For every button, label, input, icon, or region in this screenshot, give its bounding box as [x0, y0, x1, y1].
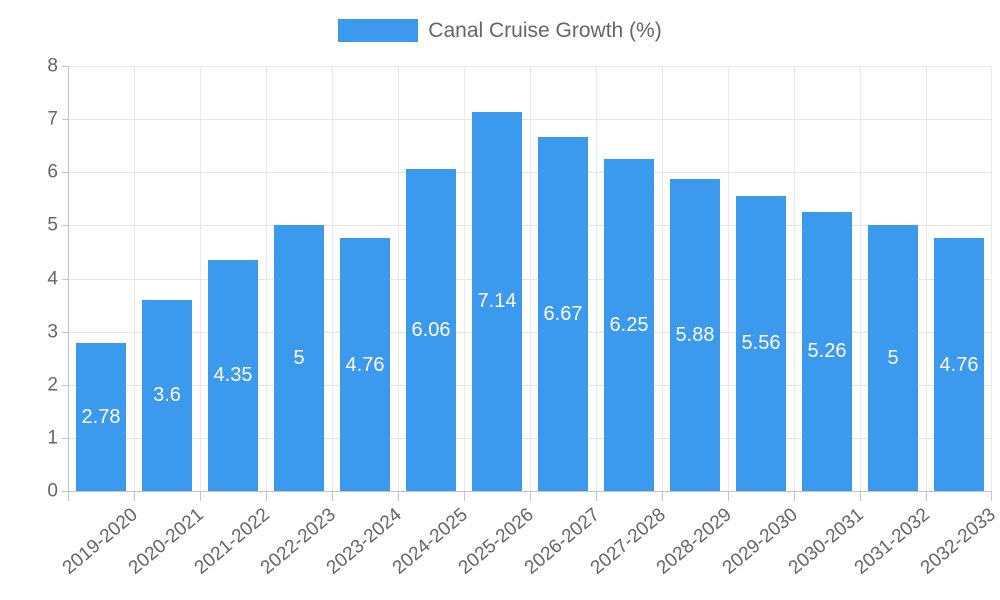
x-gridline [860, 66, 861, 491]
chart-legend: Canal Cruise Growth (%) [0, 12, 1000, 48]
plot-area: 2.78 3.6 4.35 5 4.76 6.06 7.14 6.67 6.25 5.88 5.56… [68, 66, 992, 492]
bar[interactable] [274, 225, 324, 491]
x-axis-tick-mark [332, 492, 333, 501]
y-axis-tick-label: 1 [47, 427, 58, 449]
bar[interactable] [604, 158, 654, 491]
x-gridline [200, 66, 201, 491]
x-axis-tick-mark [68, 492, 69, 501]
x-axis-tick-mark [530, 492, 531, 501]
x-axis-tick-mark [464, 492, 465, 501]
y-axis-tick-label: 4 [47, 268, 58, 289]
y-axis-tick-mark [62, 66, 68, 67]
y-axis-tick-mark [62, 491, 68, 492]
y-axis-tick-label: 8 [47, 55, 58, 77]
y-axis-tick-mark [62, 172, 68, 174]
x-gridline [398, 66, 399, 491]
bar[interactable] [142, 299, 192, 491]
y-axis-tick-mark [62, 437, 68, 439]
y-axis-tick-mark [62, 331, 68, 333]
x-gridline [134, 66, 135, 491]
legend-color-swatch[interactable] [338, 18, 419, 42]
x-gridline [464, 66, 465, 491]
bar[interactable] [208, 259, 258, 491]
y-axis-tick-mark [62, 119, 68, 121]
x-gridline [926, 66, 927, 491]
bar[interactable] [406, 169, 456, 491]
y-axis-tick-mark [62, 278, 68, 280]
legend-label[interactable]: Canal Cruise Growth (%) [428, 18, 662, 42]
y-axis-tick-labels: 0 1 2 3 4 5 6 7 8 [0, 0, 58, 600]
y-axis-tick-mark [62, 384, 68, 386]
bar[interactable] [868, 225, 918, 491]
x-gridline [266, 66, 267, 491]
y-axis-tick-label: 2 [47, 374, 58, 396]
x-gridline [728, 66, 729, 491]
x-axis-tick-mark [596, 492, 597, 501]
x-gridline [530, 66, 531, 491]
x-axis-tick-mark [794, 492, 795, 501]
y-axis-tick-label: 5 [47, 214, 58, 236]
x-axis-tick-mark [200, 492, 201, 501]
x-axis-tick-mark [991, 492, 992, 501]
x-axis-tick-mark [662, 492, 663, 501]
bar[interactable] [736, 195, 786, 491]
y-axis-tick-label: 3 [47, 321, 58, 343]
bar[interactable] [538, 136, 588, 491]
x-axis-tick-mark [398, 492, 399, 501]
y-axis-tick-label: 0 [47, 480, 58, 502]
bar[interactable] [76, 343, 126, 491]
x-gridline [794, 66, 795, 491]
bar[interactable] [472, 111, 522, 491]
x-gridline [596, 66, 597, 491]
x-axis-tick-mark [860, 492, 861, 501]
bar[interactable] [802, 211, 852, 491]
x-axis-line [68, 491, 992, 492]
bar[interactable] [934, 238, 984, 491]
x-axis-tick-mark [266, 492, 267, 501]
y-axis-tick-label: 6 [47, 161, 58, 183]
bar[interactable] [670, 178, 720, 491]
y-axis-line [68, 66, 69, 492]
bar[interactable] [340, 238, 390, 491]
x-axis-tick-mark [926, 492, 927, 501]
plot-right-border [991, 66, 992, 491]
x-gridline [332, 66, 333, 491]
x-gridline [662, 66, 663, 491]
x-axis-tick-mark [728, 492, 729, 501]
y-axis-tick-label: 7 [47, 108, 58, 130]
y-axis-tick-mark [62, 225, 68, 227]
x-axis-tick-mark [134, 492, 135, 501]
